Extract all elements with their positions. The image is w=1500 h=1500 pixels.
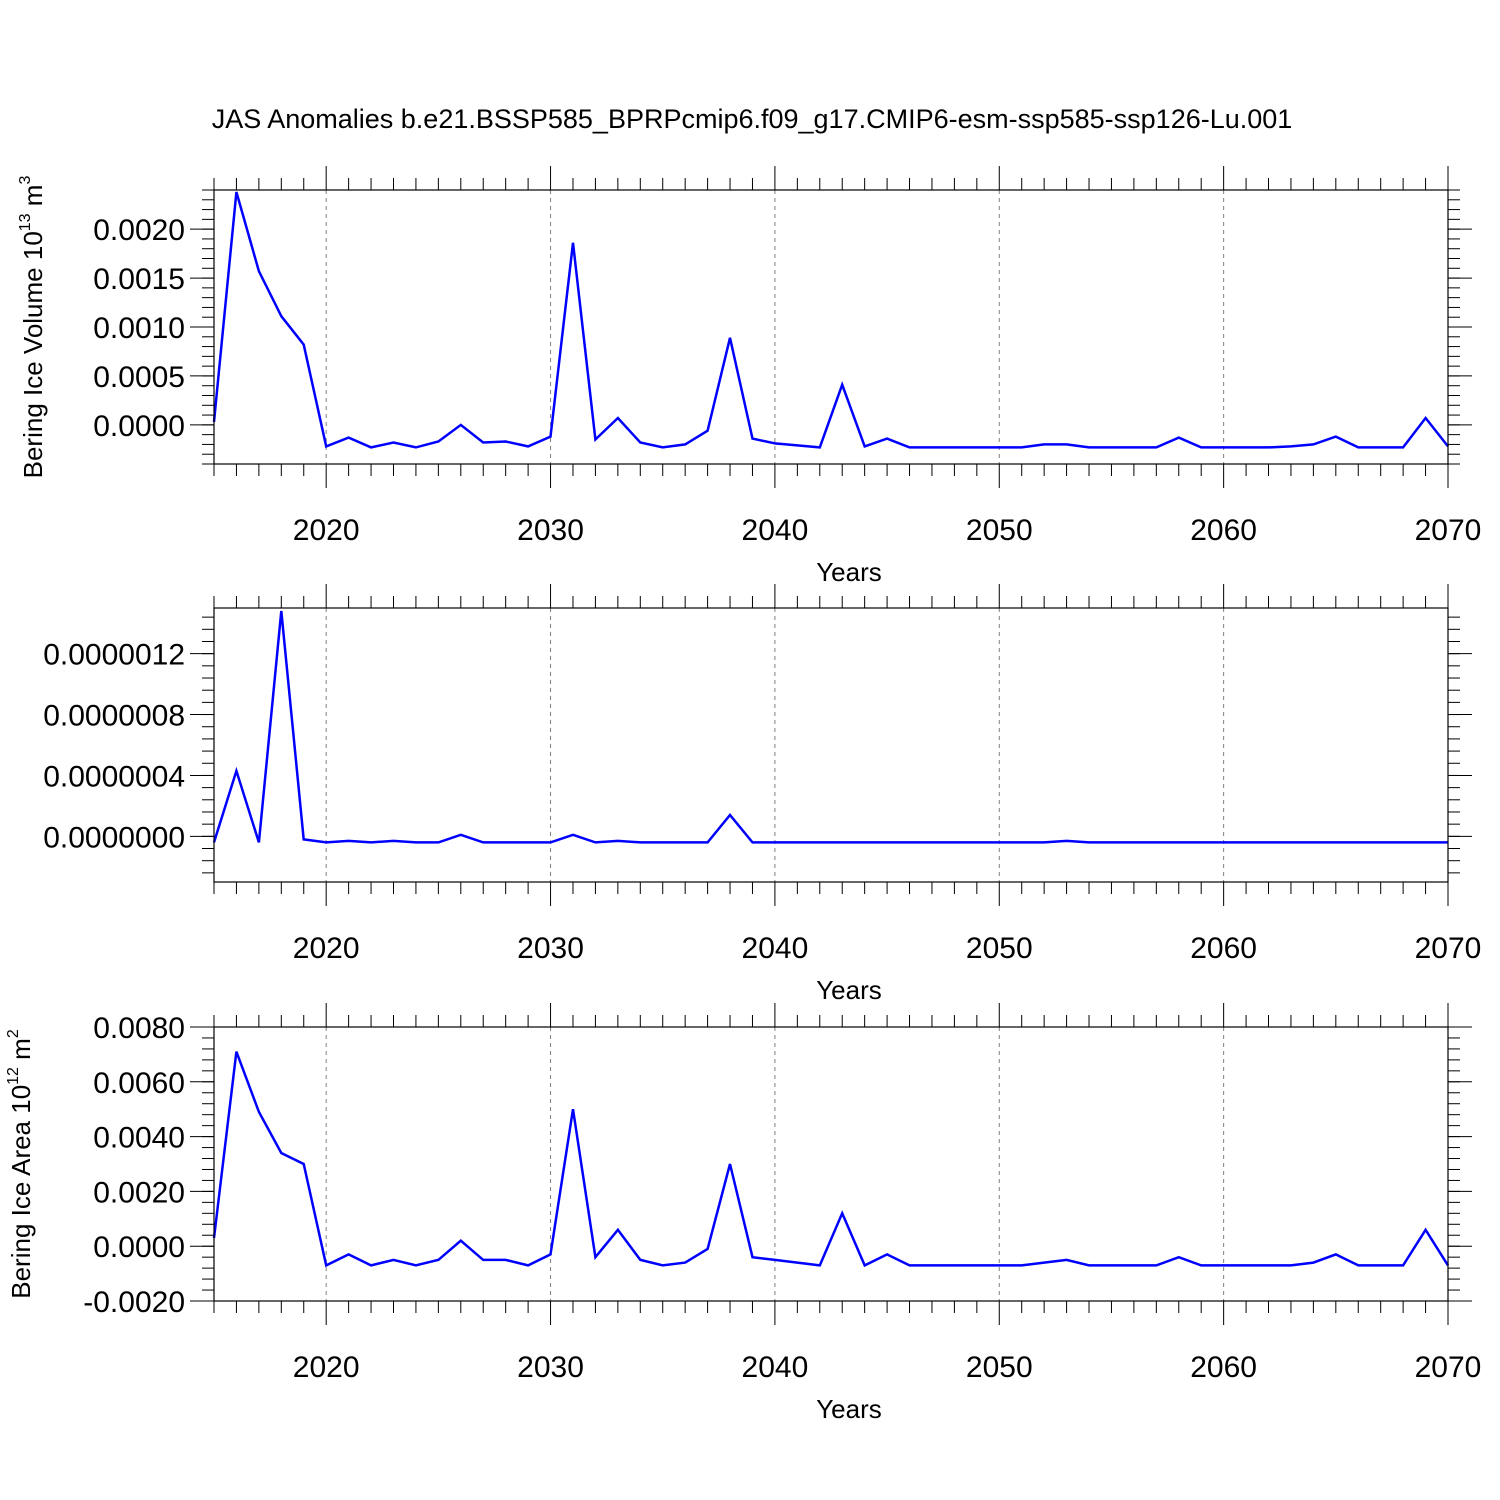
y-tick-label: 0.0000008: [43, 700, 185, 733]
x-tick-label: 2070: [1415, 514, 1482, 547]
x-tick-label: 2050: [966, 1351, 1033, 1384]
x-tick-label: 2030: [517, 1351, 584, 1384]
x-tick-label: 2020: [293, 514, 360, 547]
y-tick-label: 0.0005: [93, 361, 185, 394]
plot-frame: [213, 607, 1449, 883]
x-tick-label: 2070: [1415, 932, 1482, 965]
x-tick-label: 2020: [293, 932, 360, 965]
y-tick-label: 0.0040: [93, 1122, 185, 1155]
y-axis-label: Bering Ice Area 1012 m2: [5, 1029, 36, 1299]
x-tick-label: 2030: [517, 932, 584, 965]
series-line: [212, 1051, 1450, 1268]
plot-frame: [213, 1026, 1449, 1302]
y-tick-label: 0.0000: [93, 1231, 185, 1264]
x-tick-label: 2060: [1190, 1351, 1257, 1384]
x-tick-label: 2020: [293, 1351, 360, 1384]
panels: 0.0000 0.0005 0.0010 0.0015 0.0020 2020 2030 20…: [5, 166, 1481, 1424]
y-tick-label: 0.0015: [93, 263, 185, 296]
x-tick-label: 2050: [966, 514, 1033, 547]
x-tick-label: 2060: [1190, 932, 1257, 965]
panel-3: -0.0020 0.0000 0.0020 0.0040 0.0060 0.0080 202…: [5, 1003, 1481, 1424]
x-tick-label: 2040: [742, 1351, 809, 1384]
x-axis-label: Years: [816, 557, 882, 587]
panel-2: 0.0000000 0.0000004 0.0000008 0.0000012 2020…: [43, 584, 1481, 1005]
x-tick-label: 2070: [1415, 1351, 1482, 1384]
y-tick-label: 0.0020: [93, 214, 185, 247]
x-axis-label: Years: [816, 1394, 882, 1424]
y-tick-label: 0.0020: [93, 1176, 185, 1209]
x-tick-label: 2040: [742, 932, 809, 965]
x-tick-label: 2050: [966, 932, 1033, 965]
y-tick-label: 0.0000000: [43, 821, 185, 854]
x-tick-label: 2030: [517, 514, 584, 547]
y-tick-label: 0.0000012: [43, 639, 185, 672]
y-tick-label: 0.0000004: [43, 760, 185, 793]
x-axis-label: Years: [816, 975, 882, 1005]
y-tick-label: 0.0000: [93, 410, 185, 443]
chart-title: JAS Anomalies b.e21.BSSP585_BPRPcmip6.f0…: [212, 104, 1293, 134]
x-tick-label: 2060: [1190, 514, 1257, 547]
panel-1: 0.0000 0.0005 0.0010 0.0015 0.0020 2020 2030 20…: [17, 166, 1481, 587]
y-tick-label: 0.0080: [93, 1012, 185, 1045]
y-axis-label: Bering Ice Volume 1013 m3: [17, 176, 48, 479]
y-tick-label: 0.0060: [93, 1067, 185, 1100]
series-line: [212, 610, 1448, 844]
plot-frame: [213, 189, 1449, 465]
y-tick-label: 0.0010: [93, 312, 185, 345]
x-tick-label: 2040: [742, 514, 809, 547]
y-tick-label: -0.0020: [83, 1286, 185, 1319]
series-line: [212, 191, 1449, 449]
